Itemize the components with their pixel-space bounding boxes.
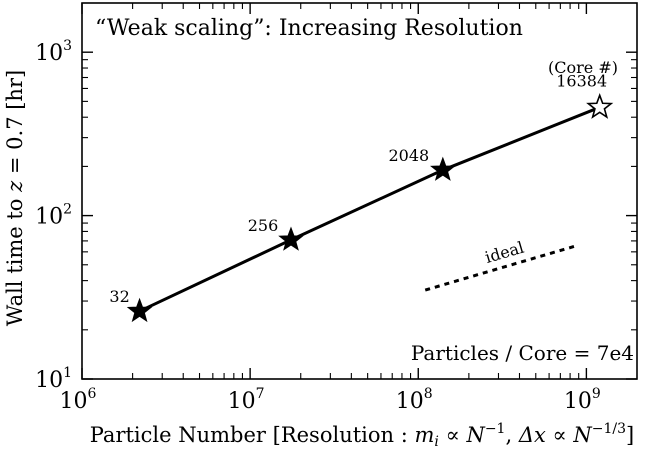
x-tick-exp: 9 [592,386,601,402]
x-tick-base: 10 [396,389,424,414]
y-tick-exp: 3 [63,38,72,54]
x-axis-label-comma: , [505,423,518,447]
x-axis-label-m: m [414,423,434,447]
x-axis-label-dx: Δx [518,423,546,447]
plot-frame [81,2,638,380]
y-axis-label-z: z [3,180,27,193]
y-axis-label-lead: Wall time to [3,192,27,326]
x-tick-exp: 8 [424,386,433,402]
ideal-label: ideal [483,238,526,267]
y-tick-base: 10 [35,368,63,393]
minor-ticks [82,3,637,379]
y-axis-label: Wall time to z = 0.7 [hr] [3,70,27,326]
x-axis-label-lead: Particle Number [Resolution : [90,423,415,447]
x-tick-base: 10 [564,389,592,414]
x-tick-label: 107 [228,386,265,414]
data-point-star [278,226,304,251]
x-tick-base: 10 [60,389,88,414]
data-point-label: 256 [248,216,279,235]
particles-per-core-annotation: Particles / Core = 7e4 [411,341,634,365]
series-line [138,105,601,313]
x-tick-exp: 7 [256,386,265,402]
x-axis-label-close: ] [626,423,634,447]
x-axis-label-prop2: ∝ [546,423,574,447]
data-point-star [586,92,614,119]
x-axis-label-n1: N [465,423,485,447]
x-axis-label-prop1: ∝ [439,423,467,447]
x-tick-labels: 106 107 108 109 [60,386,601,414]
x-axis-label-n2: N [572,423,592,447]
data-points: 32 256 2048 16384 [109,71,614,323]
plot-area: ideal 32 256 2048 16384 [81,2,638,380]
chart-title: “Weak scaling”: Increasing Resolution [95,16,523,41]
y-tick-base: 10 [35,41,63,66]
x-tick-exp: 6 [88,386,97,402]
x-axis-label: Particle Number [Resolution : mi ∝ N−1, … [90,421,635,450]
data-point-label: 32 [109,287,129,306]
major-ticks [81,3,637,380]
y-tick-label: 103 [35,38,72,66]
x-axis-label-exp1: −1 [485,421,506,437]
y-tick-exp: 1 [63,365,72,381]
x-tick-label: 108 [396,386,433,414]
x-tick-label: 106 [60,386,97,414]
ideal-line [424,243,580,292]
data-point-star [126,297,153,323]
y-tick-exp: 2 [63,202,72,218]
x-tick-base: 10 [228,389,256,414]
x-axis-label-exp2: −1/3 [592,421,626,437]
x-axis-label-i: i [434,434,438,450]
data-point-label: 2048 [388,146,429,165]
y-axis-label-rest: = 0.7 [hr] [3,70,27,181]
data-point-label: 16384 [556,71,607,90]
y-tick-base: 10 [35,205,63,230]
core-header-annotation: (Core #) [548,58,618,77]
y-tick-label: 102 [35,202,72,230]
x-tick-label: 109 [564,386,601,414]
data-point-star [430,156,456,181]
y-tick-label: 101 [35,365,72,393]
